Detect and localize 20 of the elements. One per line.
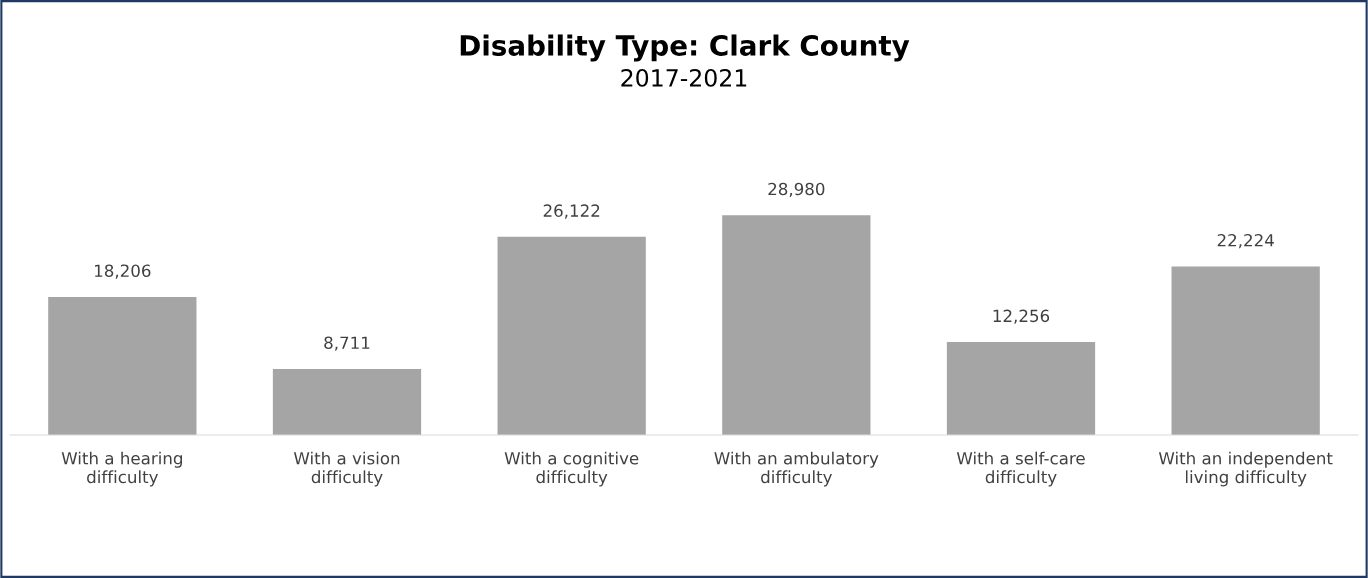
x-tick-label: With a cognitive difficulty [504,451,639,487]
data-label: 18,206 [95,264,151,279]
x-tick-label: With an ambulatory difficulty [714,451,879,487]
x-tick-label: With an independent living difficulty [1158,451,1333,487]
x-tick-label: With a self-care difficulty [956,451,1085,487]
data-label: 8,711 [324,336,370,351]
bar [272,368,422,435]
bar [1171,266,1320,435]
bar [722,215,871,435]
data-label: 26,122 [543,204,600,219]
data-label: 22,224 [1217,233,1274,249]
x-tick-label: With a hearing difficulty [61,451,182,487]
x-tick-label: With a vision difficulty [293,451,400,487]
chart-subtitle: 2017-2021 [621,68,747,87]
data-label: 12,256 [993,309,1050,324]
bar [497,236,646,435]
data-label: 28,980 [768,182,825,197]
chart-title: Disability Type: Clark County [460,34,910,62]
bar [48,296,197,435]
bar [946,342,1096,435]
